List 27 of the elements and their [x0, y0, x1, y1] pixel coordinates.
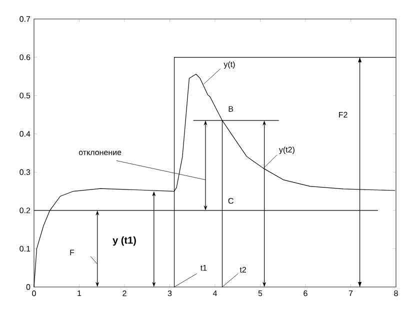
x-tick-label: 7	[348, 290, 353, 296]
annotation: t1	[200, 265, 207, 271]
x-tick-label: 5	[258, 290, 262, 296]
annotation: y(t2)	[278, 146, 294, 154]
y-tick-label: 0.5	[20, 92, 30, 98]
annotation: t2	[240, 266, 246, 273]
annotation: отклонение	[78, 150, 122, 156]
y-tick-label: 0.4	[20, 131, 30, 137]
y-tick-label: 0.6	[20, 54, 30, 60]
annotation: F	[70, 250, 74, 256]
x-tick-label: 8	[394, 290, 398, 296]
y-tick-label: 0	[26, 284, 30, 290]
annotation: y (t1)	[112, 236, 136, 246]
x-tick-label: 0	[32, 290, 36, 296]
y-tick-label: 0.7	[20, 16, 30, 22]
annotation: B	[228, 106, 234, 112]
x-tick-label: 6	[304, 290, 308, 296]
y-tick-label: 0.3	[20, 169, 30, 175]
x-tick-label: 2	[122, 290, 126, 296]
x-tick-label: 1	[78, 290, 82, 296]
x-tick-label: 3	[168, 290, 172, 296]
annotation: y(t)	[224, 61, 235, 69]
annotation: F2	[339, 112, 348, 118]
y-tick-label: 0.1	[20, 246, 30, 252]
x-tick-label: 4	[212, 290, 217, 296]
y-tick-label: 0.2	[20, 208, 30, 214]
annotation: C	[228, 198, 234, 204]
